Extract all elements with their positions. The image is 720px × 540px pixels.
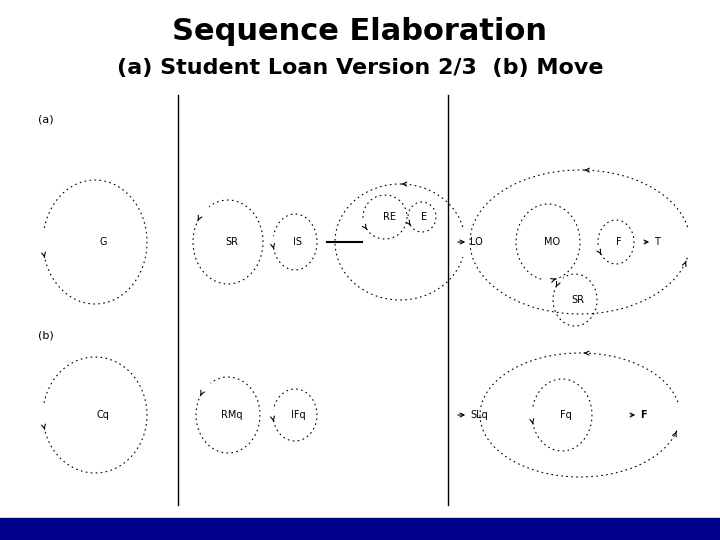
- Text: F: F: [616, 237, 622, 247]
- Text: (a) Student Loan Version 2/3  (b) Move: (a) Student Loan Version 2/3 (b) Move: [117, 58, 603, 78]
- Text: G: G: [99, 237, 107, 247]
- Text: (a): (a): [38, 115, 53, 125]
- Text: IS: IS: [294, 237, 302, 247]
- Text: Cq: Cq: [96, 410, 109, 420]
- Text: F: F: [640, 410, 647, 420]
- Text: MO: MO: [544, 237, 560, 247]
- Text: SR: SR: [572, 295, 585, 305]
- Text: SLq: SLq: [470, 410, 487, 420]
- Text: (b): (b): [38, 330, 54, 340]
- Text: E: E: [421, 212, 427, 222]
- Text: IFq: IFq: [291, 410, 305, 420]
- Text: SR: SR: [225, 237, 238, 247]
- Bar: [0, 518, 720, 540]
- Text: Sequence Elaboration: Sequence Elaboration: [173, 17, 547, 46]
- Text: T: T: [654, 237, 660, 247]
- Text: Fq: Fq: [560, 410, 572, 420]
- Text: RE: RE: [382, 212, 395, 222]
- Text: LO: LO: [470, 237, 482, 247]
- Text: RMq: RMq: [221, 410, 243, 420]
